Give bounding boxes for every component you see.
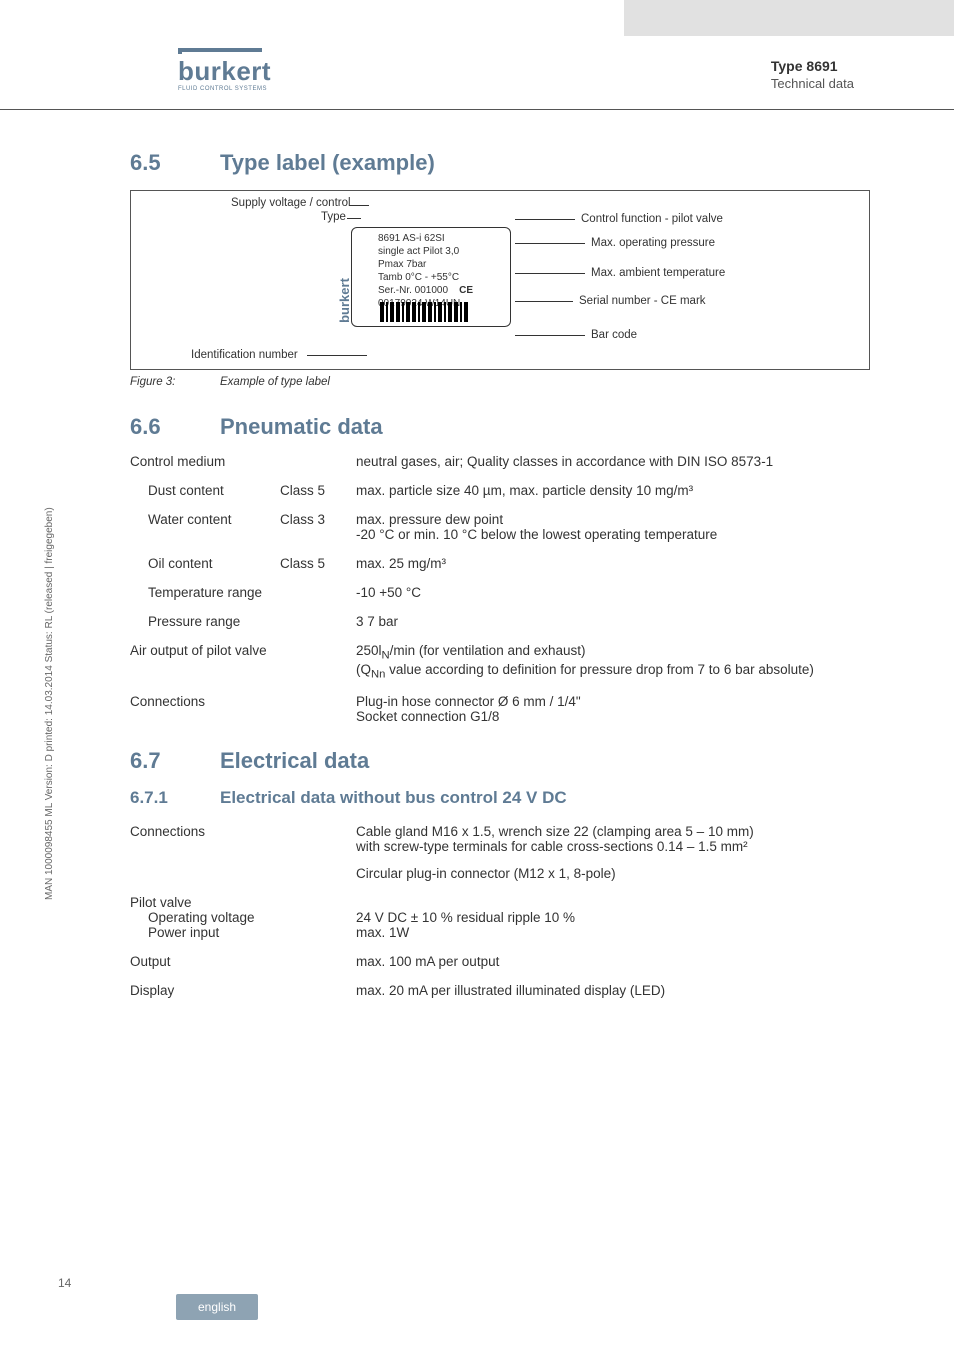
table-row: Output max. 100 mA per output — [130, 954, 870, 969]
callout-maxamb: Max. ambient temperature — [591, 267, 725, 279]
callout-serial: Serial number - CE mark — [579, 295, 706, 307]
logo-tagline: FLUID CONTROL SYSTEMS — [178, 86, 267, 92]
table-row: Connections Cable gland M16 x 1.5, wrenc… — [130, 824, 870, 881]
row-label: Display — [130, 983, 356, 998]
row-value: -10 +50 °C — [356, 585, 870, 600]
section-title: Pneumatic data — [220, 414, 383, 439]
row-value: max. pressure dew point -20 °C or min. 1… — [356, 512, 870, 542]
table-row: Pilot valve Operating voltage Power inpu… — [130, 895, 870, 940]
row-label: Pilot valve Operating voltage Power inpu… — [130, 895, 356, 940]
label-line: Ser.-Nr. 001000 CE — [378, 284, 504, 297]
callout-maxop: Max. operating pressure — [591, 237, 715, 249]
row-label: Temperature range — [130, 585, 356, 600]
section-6-5-heading: 6.5Type label (example) — [130, 150, 870, 176]
callout-cf: Control function - pilot valve — [581, 213, 723, 225]
line — [515, 219, 575, 220]
row-class: Class 5 — [280, 483, 356, 498]
subsection-6-7-1-heading: 6.7.1Electrical data without bus control… — [130, 788, 870, 808]
row-label: Pressure range — [130, 614, 356, 629]
line — [515, 301, 573, 302]
row-value: Plug-in hose connector Ø 6 mm / 1/4" Soc… — [356, 694, 870, 724]
row-value: 3 7 bar — [356, 614, 870, 629]
section-title: Type label (example) — [220, 150, 435, 175]
table-row: Connections Plug-in hose connector Ø 6 m… — [130, 694, 870, 724]
line — [515, 273, 585, 274]
vertical-logo: burkert — [337, 278, 354, 323]
type-number: Type 8691 — [771, 58, 854, 74]
row-label: Connections — [130, 694, 356, 724]
table-row: Water content Class 3 max. pressure dew … — [130, 512, 870, 542]
table-row: Air output of pilot valve 250lN/min (for… — [130, 643, 870, 680]
line — [347, 218, 361, 219]
line — [349, 205, 369, 206]
section-6-7-heading: 6.7Electrical data — [130, 748, 870, 774]
line — [515, 243, 585, 244]
subsection-num: 6.7.1 — [130, 788, 220, 808]
barcode-graphic — [380, 302, 500, 322]
content-area: 6.5Type label (example) Supply voltage /… — [130, 150, 870, 1012]
row-class: Class 5 — [280, 556, 356, 571]
figure-caption: Figure 3:Example of type label — [130, 376, 870, 388]
figure-text: Example of type label — [220, 376, 330, 388]
figure-num: Figure 3: — [130, 376, 220, 388]
row-value: max. 25 mg/m³ — [356, 556, 870, 571]
electrical-data-table: Connections Cable gland M16 x 1.5, wrenc… — [130, 824, 870, 998]
row-label: Air output of pilot valve — [130, 643, 356, 680]
footer-language-tab: english — [176, 1294, 258, 1320]
label-line: Tamb 0°C - +55°C — [378, 271, 504, 284]
section-6-6-heading: 6.6Pneumatic data — [130, 414, 870, 440]
header-right: Type 8691 Technical data — [771, 58, 854, 91]
section-title: Electrical data — [220, 748, 369, 773]
type-label-box: burkert 8691 AS-i 62SI single act Pilot … — [351, 227, 511, 327]
page-subtitle: Technical data — [771, 76, 854, 91]
line — [307, 355, 367, 356]
row-value: max. 100 mA per output — [356, 954, 870, 969]
label-line: single act Pilot 3,0 — [378, 245, 504, 258]
row-value: max. 20 mA per illustrated illuminated d… — [356, 983, 870, 998]
row-label: Connections — [130, 824, 356, 881]
type-label-diagram: Supply voltage / control Type Identifica… — [130, 190, 870, 370]
page-number: 14 — [58, 1276, 71, 1290]
table-row: Display max. 20 mA per illustrated illum… — [130, 983, 870, 998]
row-label: Water content — [130, 512, 280, 542]
section-num: 6.5 — [130, 150, 220, 176]
label-line: Pmax 7bar — [378, 258, 504, 271]
table-row: Oil content Class 5 max. 25 mg/m³ — [130, 556, 870, 571]
callout-type: Type — [321, 211, 346, 223]
row-label: Control medium — [130, 454, 356, 469]
label-line: 8691 AS-i 62SI — [378, 232, 504, 245]
callout-supply: Supply voltage / control — [231, 197, 351, 209]
subsection-title: Electrical data without bus control 24 V… — [220, 788, 567, 807]
table-row: Dust content Class 5 max. particle size … — [130, 483, 870, 498]
table-row: Temperature range -10 +50 °C — [130, 585, 870, 600]
section-num: 6.6 — [130, 414, 220, 440]
callout-barcode: Bar code — [591, 329, 637, 341]
table-row: Pressure range 3 7 bar — [130, 614, 870, 629]
table-row: Control medium neutral gases, air; Quali… — [130, 454, 870, 469]
row-value: 250lN/min (for ventilation and exhaust) … — [356, 643, 870, 680]
row-value: Cable gland M16 x 1.5, wrench size 22 (c… — [356, 824, 870, 881]
logo-text: burkert — [178, 56, 271, 87]
side-metadata: MAN 1000098455 ML Version: D printed: 14… — [44, 507, 55, 900]
row-value: neutral gases, air; Quality classes in a… — [356, 454, 870, 469]
row-value: max. particle size 40 µm, max. particle … — [356, 483, 870, 498]
line — [515, 335, 585, 336]
row-class: Class 3 — [280, 512, 356, 542]
row-label: Dust content — [130, 483, 280, 498]
logo-overline — [178, 48, 262, 54]
pneumatic-data-table: Control medium neutral gases, air; Quali… — [130, 454, 870, 724]
row-label: Output — [130, 954, 356, 969]
row-value: 24 V DC ± 10 % residual ripple 10 % max.… — [356, 895, 870, 940]
section-num: 6.7 — [130, 748, 220, 774]
top-bar — [624, 0, 954, 36]
header: burkert FLUID CONTROL SYSTEMS Type 8691 … — [0, 46, 954, 110]
callout-ident: Identification number — [191, 349, 298, 361]
row-label: Oil content — [130, 556, 280, 571]
